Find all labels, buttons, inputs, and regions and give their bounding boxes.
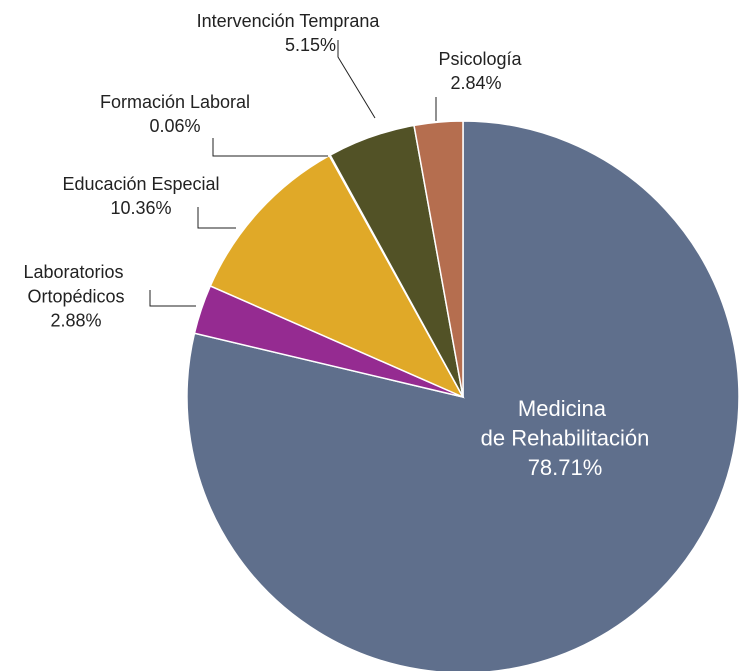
slice-label: Educación Especial <box>62 174 219 194</box>
slice-label: Intervención Temprana <box>197 11 381 31</box>
leader-line <box>197 207 236 229</box>
slice-label: Psicología <box>438 49 522 69</box>
pie-slice <box>209 154 465 399</box>
label-line: Medicina <box>518 396 612 421</box>
leader-line <box>337 40 376 119</box>
value-label: 0.06% <box>149 116 200 136</box>
leader-line <box>149 290 196 307</box>
label-line: Ortopédicos <box>27 286 124 306</box>
label-line: de Rehabilitación <box>481 426 650 451</box>
value-label: 2.84% <box>450 73 501 93</box>
leader-line <box>212 138 328 157</box>
pie-slice <box>186 120 739 671</box>
pie-slice <box>413 120 464 398</box>
slice-label: Laboratorios Ortopédicos <box>23 262 128 306</box>
slice-label: Formación Laboral <box>100 92 250 112</box>
slices <box>186 120 739 671</box>
label-line: Laboratorios <box>23 262 128 282</box>
value-label: 78.71% <box>528 455 603 480</box>
value-label: 10.36% <box>110 198 171 218</box>
slice-label: Medicina de Rehabilitación <box>481 396 650 451</box>
value-label: 5.15% <box>285 35 336 55</box>
value-label: 2.88% <box>50 310 101 330</box>
